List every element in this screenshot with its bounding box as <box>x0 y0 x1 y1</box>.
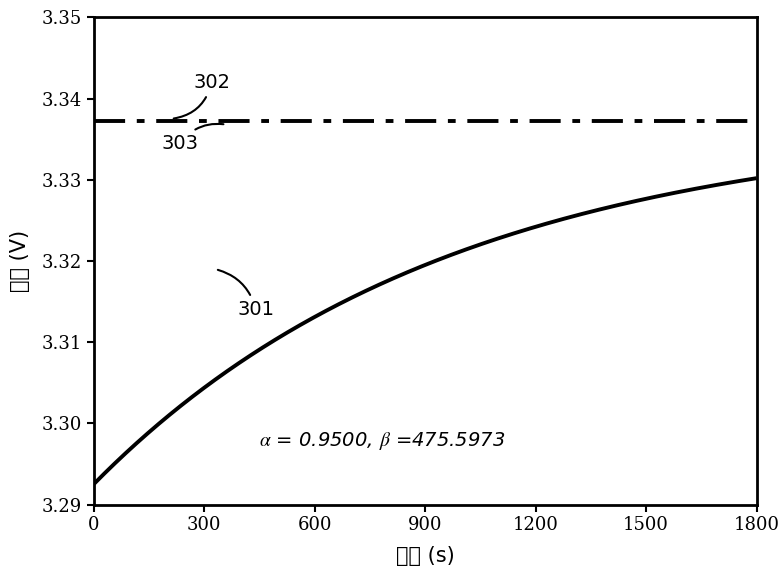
Y-axis label: 电压 (V): 电压 (V) <box>10 230 30 292</box>
Text: $\alpha$ = 0.9500, $\beta$ =475.5973: $\alpha$ = 0.9500, $\beta$ =475.5973 <box>259 430 505 452</box>
Text: 302: 302 <box>174 73 230 118</box>
X-axis label: 时间 (s): 时间 (s) <box>395 546 455 566</box>
Text: 303: 303 <box>161 124 223 153</box>
Text: 301: 301 <box>218 270 275 319</box>
